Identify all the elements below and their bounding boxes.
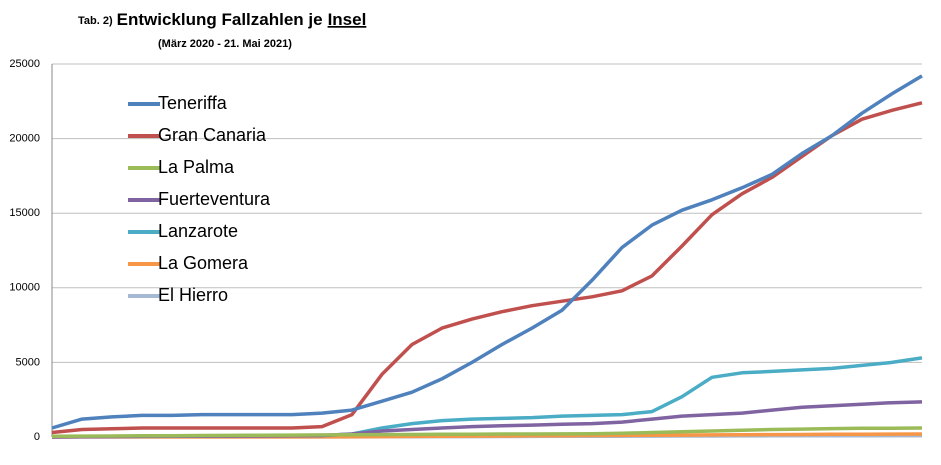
series-line — [51, 101, 923, 435]
y-tick-label: 25000 — [9, 58, 40, 70]
series-line — [51, 426, 923, 439]
title-prefix: Tab. 2) — [78, 15, 113, 27]
y-tick-label: 20000 — [9, 133, 40, 145]
y-tick-label: 10000 — [9, 282, 40, 294]
y-tick-label: 5000 — [16, 356, 40, 368]
series-line — [51, 74, 923, 430]
y-tick-label: 0 — [34, 431, 40, 443]
legend-label: Fuerteventura — [158, 189, 271, 209]
legend-label: Lanzarote — [158, 221, 238, 241]
legend-label: Gran Canaria — [158, 125, 267, 145]
title-main: Entwicklung Fallzahlen je — [117, 10, 323, 29]
legend-label: La Gomera — [158, 253, 249, 273]
legend-label: Teneriffa — [158, 93, 228, 113]
legend-label: El Hierro — [158, 285, 228, 305]
title-underlined: Insel — [328, 10, 367, 29]
y-tick-label: 15000 — [9, 207, 40, 219]
chart-title: Tab. 2) Entwicklung Fallzahlen je Insel — [78, 10, 366, 29]
chart-subtitle: (März 2020 - 21. Mai 2021) — [158, 38, 292, 50]
legend-label: La Palma — [158, 157, 235, 177]
